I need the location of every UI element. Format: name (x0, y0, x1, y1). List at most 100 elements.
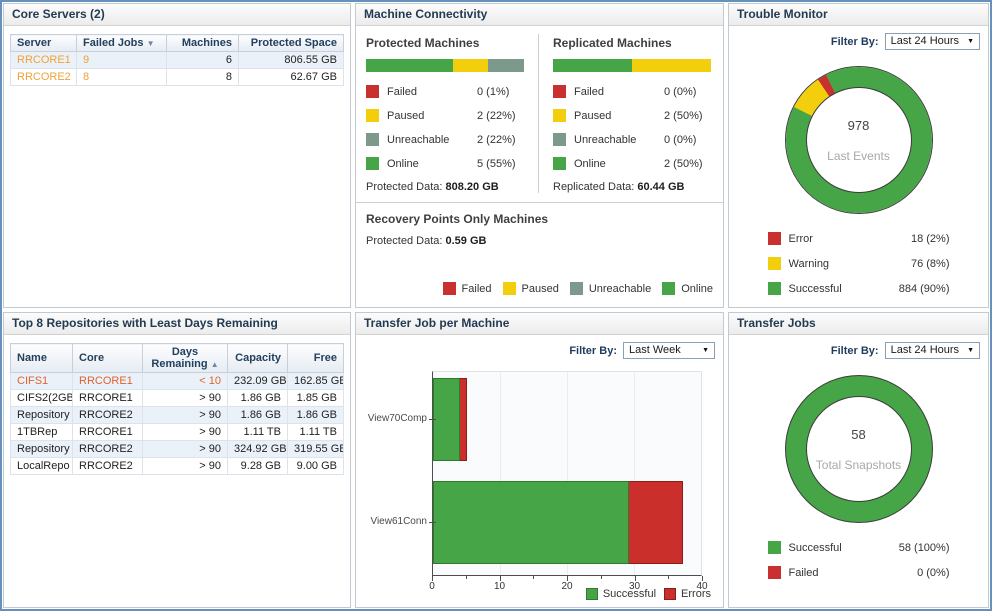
online-color-swatch (662, 282, 676, 295)
capacity-value: 1.86 GB (227, 406, 288, 424)
column-header-machines[interactable]: Machines (166, 34, 239, 52)
machines-value: 6 (166, 51, 239, 69)
last-events-label: Last Events (827, 148, 890, 163)
capacity-value: 1.86 GB (227, 389, 288, 407)
core-name: RRCORE1 (72, 423, 143, 441)
x-tick-label: 0 (429, 581, 435, 592)
days-remaining-value: > 90 (142, 389, 228, 407)
failed-jobs-value[interactable]: 9 (76, 51, 167, 69)
plot-area (429, 371, 702, 576)
table-row: Repository 1 RRCORE2 > 90 324.92 GB 319.… (10, 440, 344, 458)
sort-ascending-icon: ▲ (210, 360, 219, 369)
online-color-swatch (366, 157, 379, 170)
chevron-down-icon: ▼ (967, 346, 974, 354)
core-name: RRCORE2 (72, 440, 143, 458)
connectivity-footer-legend: Failed Paused Unreachable Online (442, 282, 713, 295)
column-header-free[interactable]: Free (287, 343, 344, 373)
x-tick-label: 30 (628, 581, 641, 592)
column-header-days-remaining[interactable]: Days Remaining ▲ (142, 343, 228, 373)
repository-name-link[interactable]: CIFS1 (10, 372, 73, 390)
transfer-jobs-filter-dropdown[interactable]: Last 24 Hours ▼ (884, 342, 980, 359)
column-header-core[interactable]: Core (72, 343, 143, 373)
table-row: Repository 3 RRCORE2 > 90 1.86 GB 1.86 G… (10, 406, 344, 424)
successful-bar-segment (433, 481, 629, 564)
chevron-down-icon: ▼ (967, 37, 974, 45)
legend-item-errors: Errors (664, 588, 711, 600)
paused-color-swatch (553, 109, 566, 122)
trouble-monitor-filter-dropdown[interactable]: Last 24 Hours ▼ (884, 33, 980, 50)
column-header-capacity[interactable]: Capacity (227, 343, 288, 373)
days-remaining-value: < 10 (142, 372, 228, 390)
trouble-monitor-legend: Error 18 (2%) Warning 76 (8%) Successful… (767, 232, 950, 295)
repository-name-link[interactable]: CIFS2(2GB) (10, 389, 73, 407)
protected-machines-status-bar (366, 59, 524, 72)
bar-chart-legend: Successful Errors (585, 588, 711, 600)
legend-item-successful: Successful 58 (100%) (767, 541, 950, 554)
core-name: RRCORE2 (72, 406, 143, 424)
server-link[interactable]: RRCORE2 (10, 68, 77, 86)
capacity-value: 232.09 GB (227, 372, 288, 390)
chevron-down-icon: ▼ (702, 346, 709, 354)
machines-value: 8 (166, 68, 239, 86)
capacity-value: 324.92 GB (227, 440, 288, 458)
repository-name-link[interactable]: Repository 1 (10, 440, 73, 458)
bar-view61conn[interactable] (433, 481, 683, 564)
column-header-name[interactable]: Name (10, 343, 73, 373)
server-link[interactable]: RRCORE1 (10, 51, 77, 69)
bar-view70comp[interactable] (433, 378, 467, 461)
successful-color-swatch (767, 282, 781, 295)
footer-legend-unreachable: Unreachable (569, 282, 651, 295)
failed-jobs-value[interactable]: 8 (76, 68, 167, 86)
free-value: 1.85 GB (287, 389, 344, 407)
free-value: 1.86 GB (287, 406, 344, 424)
legend-item-online: Online 5 (55%) (366, 157, 524, 170)
paused-color-swatch (502, 282, 516, 295)
table-row: RRCORE2 8 8 62.67 GB (10, 68, 344, 86)
recovery-points-heading: Recovery Points Only Machines (366, 212, 549, 226)
filter-by-label: Filter By: (830, 35, 879, 48)
panel-title-core-servers: Core Servers (2) (4, 4, 350, 26)
trouble-monitor-donut-chart[interactable]: 978 Last Events (785, 67, 932, 213)
replicated-machines-heading: Replicated Machines (553, 36, 672, 50)
panel-transfer-jobs: Transfer Jobs Filter By: Last 24 Hours ▼… (728, 312, 989, 608)
legend-item-failed: Failed 0 (0%) (553, 85, 711, 98)
legend-item-successful: Successful 884 (90%) (767, 282, 950, 295)
transfer-jobs-donut-chart[interactable]: 58 Total Snapshots (785, 376, 932, 522)
repository-name-link[interactable]: 1TBRep (10, 423, 73, 441)
free-value: 1.11 TB (287, 423, 344, 441)
legend-item-error: Error 18 (2%) (767, 232, 950, 245)
repository-name-link[interactable]: LocalRepo (10, 457, 73, 475)
errors-bar-segment (629, 481, 683, 564)
warning-color-swatch (767, 257, 781, 270)
transfer-job-filter-dropdown[interactable]: Last Week ▼ (623, 342, 715, 359)
replicated-machines-section: Replicated Machines Failed 0 (0%) Paused… (538, 34, 713, 193)
unreachable-color-swatch (553, 133, 566, 146)
days-remaining-value: > 90 (142, 406, 228, 424)
unreachable-color-swatch (569, 282, 583, 295)
legend-item-warning: Warning 76 (8%) (767, 257, 950, 270)
paused-segment (632, 59, 711, 72)
error-color-swatch (767, 232, 781, 245)
legend-item-failed: Failed 0 (1%) (366, 85, 524, 98)
table-row: CIFS2(2GB) RRCORE1 > 90 1.86 GB 1.85 GB (10, 389, 344, 407)
panel-title-machine-connectivity: Machine Connectivity (356, 4, 723, 26)
column-header-failed-jobs[interactable]: Failed Jobs ▼ (76, 34, 167, 52)
failed-color-swatch (366, 85, 379, 98)
column-header-server[interactable]: Server (10, 34, 77, 52)
footer-legend-failed: Failed (442, 282, 492, 295)
failed-color-swatch (767, 566, 781, 579)
column-header-protected-space[interactable]: Protected Space (238, 34, 344, 52)
transfer-jobs-legend: Successful 58 (100%) Failed 0 (0%) (767, 541, 950, 579)
table-row: CIFS1 RRCORE1 < 10 232.09 GB 162.85 GB (10, 372, 344, 390)
replicated-data-total: Replicated Data: 60.44 GB (553, 181, 685, 193)
online-color-swatch (553, 157, 566, 170)
filter-by-label: Filter By: (569, 344, 617, 357)
panel-core-servers: Core Servers (2) Server Failed Jobs ▼ Ma… (3, 3, 351, 308)
panel-title-repositories: Top 8 Repositories with Least Days Remai… (4, 313, 350, 335)
transfer-job-bar-chart: View70Comp View61Conn (362, 371, 723, 594)
panel-repositories: Top 8 Repositories with Least Days Remai… (3, 312, 351, 608)
repository-name-link[interactable]: Repository 3 (10, 406, 73, 424)
section-divider (356, 202, 723, 203)
total-snapshots-label: Total Snapshots (815, 457, 902, 472)
